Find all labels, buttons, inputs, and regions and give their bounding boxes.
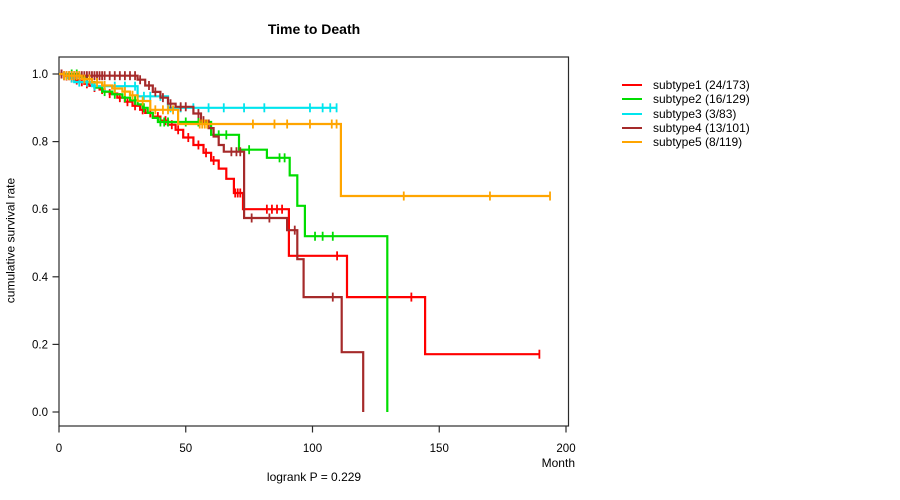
- legend-item: subtype5 (8/119): [622, 135, 750, 149]
- km-curve-1: [59, 72, 540, 356]
- km-curve-5: [59, 72, 550, 198]
- legend-label: subtype4 (13/101): [653, 121, 750, 136]
- legend-label: subtype1 (24/173): [653, 78, 750, 93]
- legend-item: subtype1 (24/173): [622, 78, 750, 92]
- x-tick-label: 50: [179, 443, 192, 455]
- legend-label: subtype5 (8/119): [653, 135, 743, 150]
- y-tick-label: 0.0: [32, 407, 48, 419]
- legend-label: subtype3 (3/83): [653, 106, 737, 121]
- x-tick-label: 200: [556, 443, 575, 455]
- y-tick-label: 0.6: [32, 204, 48, 216]
- plot-border: [58, 56, 570, 427]
- x-tick-label: 150: [430, 443, 449, 455]
- legend-item: subtype2 (16/129): [622, 92, 750, 106]
- y-tick-label: 0.4: [32, 272, 49, 284]
- logrank-note: logrank P = 0.229: [266, 470, 362, 484]
- legend: subtype1 (24/173) subtype2 (16/129) subtyp…: [622, 78, 750, 149]
- km-curve-4: [59, 72, 365, 412]
- x-axis-label: Month: [541, 456, 575, 470]
- legend-line-sample: [622, 127, 642, 130]
- x-tick-label: 0: [56, 443, 62, 455]
- km-curve-3: [59, 72, 337, 109]
- legend-item: subtype4 (13/101): [622, 121, 750, 135]
- legend-item: subtype3 (3/83): [622, 107, 750, 121]
- chart-title: Time to Death: [267, 21, 361, 37]
- y-tick-label: 1.0: [32, 69, 48, 81]
- legend-line-sample: [622, 141, 642, 144]
- y-tick-label: 0.8: [32, 137, 48, 149]
- legend-label: subtype2 (16/129): [653, 92, 750, 107]
- km-curve-2: [59, 72, 389, 412]
- legend-line-sample: [622, 98, 642, 101]
- legend-line-sample: [622, 84, 642, 87]
- y-tick-label: 0.2: [32, 339, 48, 351]
- x-tick-label: 100: [303, 443, 322, 455]
- legend-line-sample: [622, 112, 642, 115]
